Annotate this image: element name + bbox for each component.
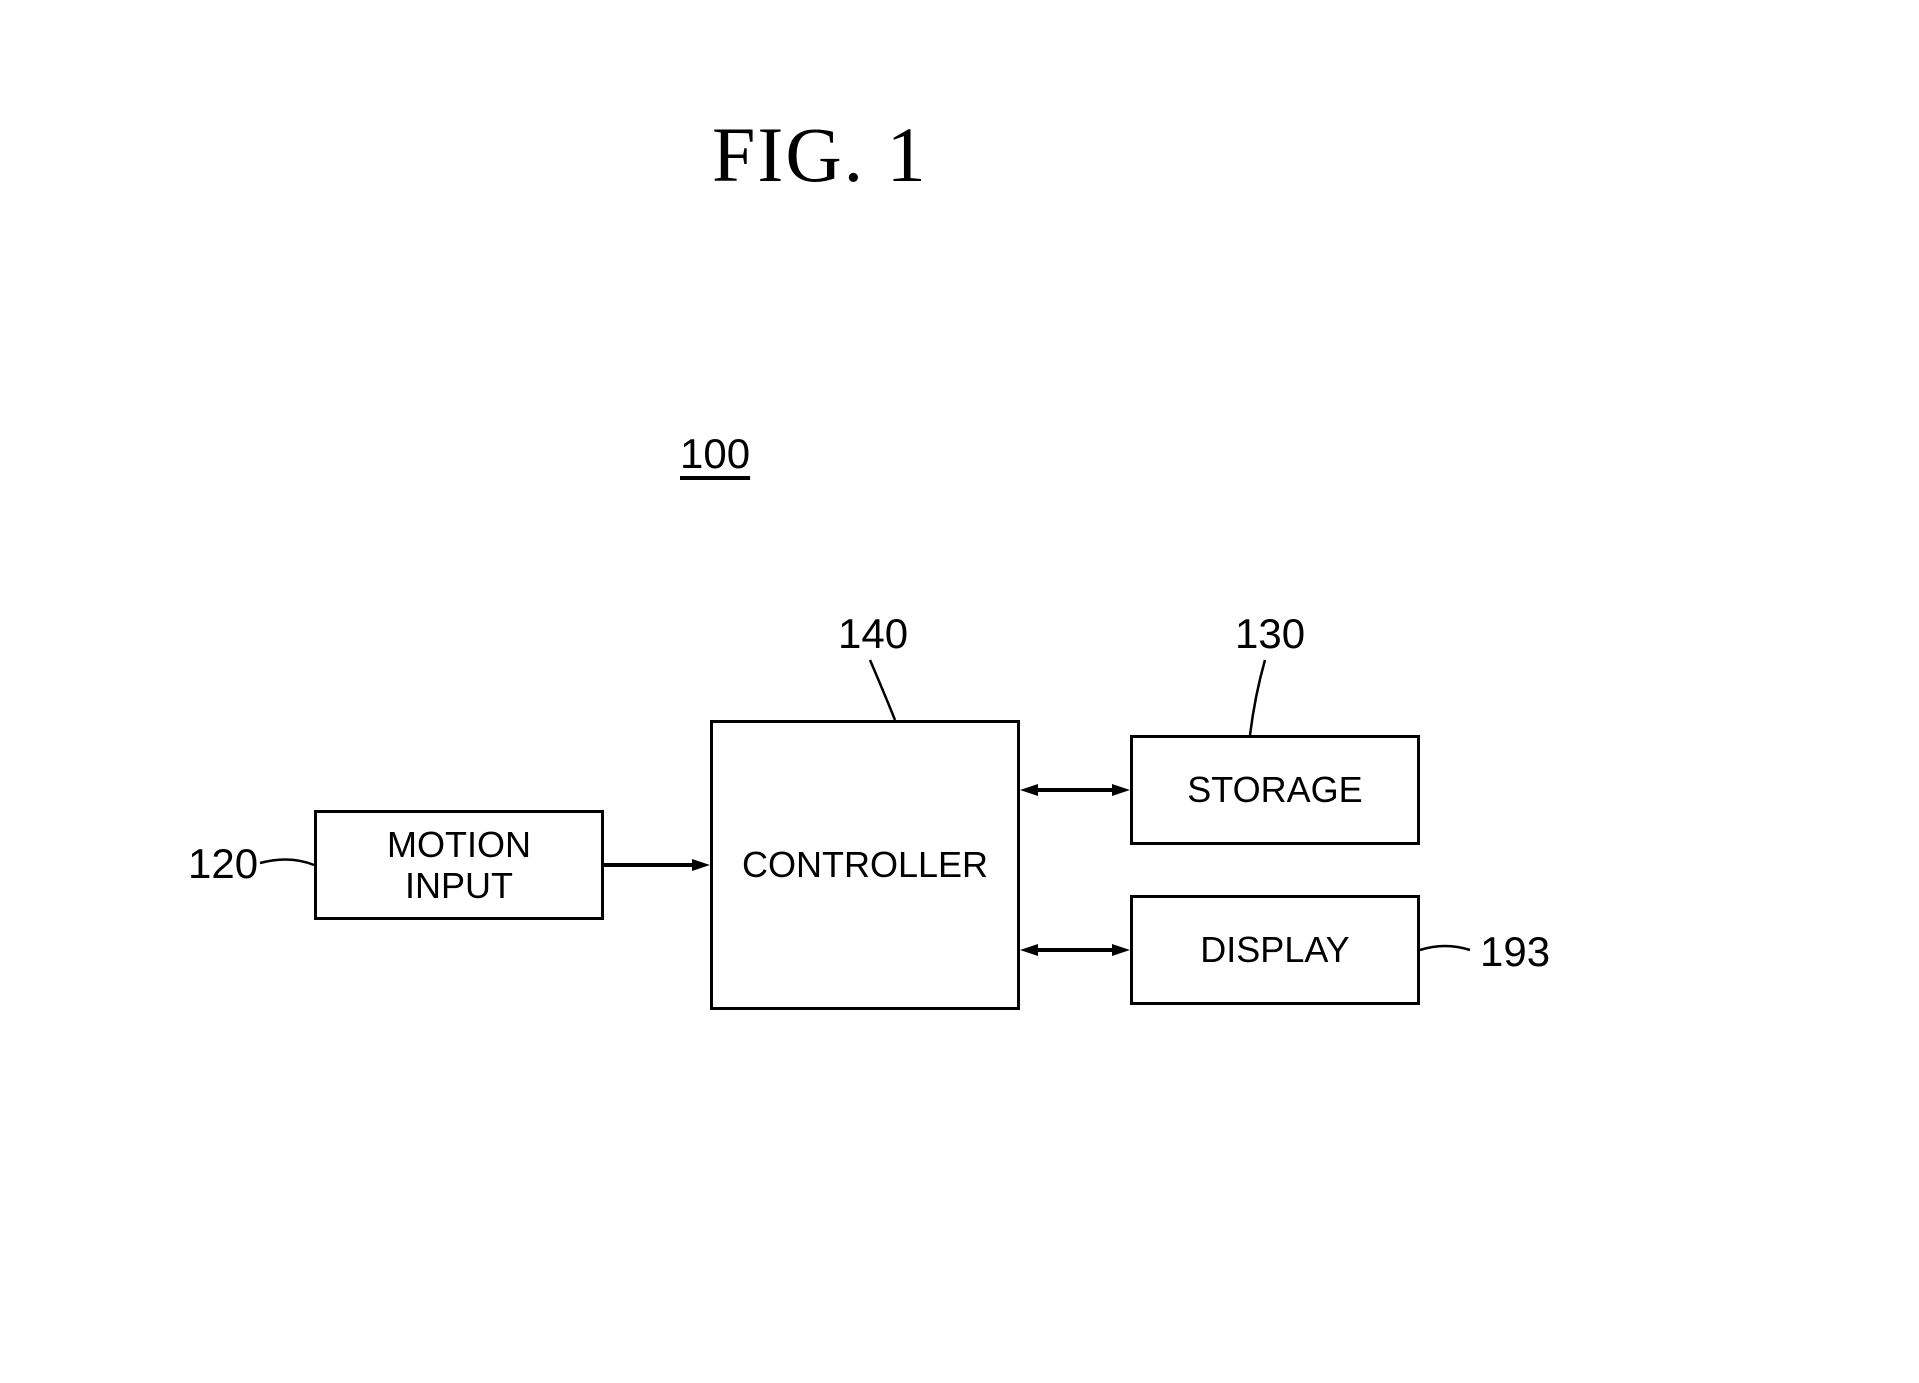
storage-label: STORAGE [1187, 769, 1362, 810]
system-ref-label: 100 [680, 430, 750, 478]
display-box: DISPLAY [1130, 895, 1420, 1005]
motion-input-label: MOTIONINPUT [387, 824, 531, 907]
controller-label: CONTROLLER [742, 844, 988, 885]
storage-ref: 130 [1235, 610, 1305, 658]
motion-input-box: MOTIONINPUT [314, 810, 604, 920]
diagram-svg [0, 0, 1919, 1383]
motion-input-ref: 120 [188, 840, 258, 888]
figure-title: FIG. 1 [712, 110, 928, 200]
display-label: DISPLAY [1200, 929, 1349, 970]
display-ref: 193 [1480, 928, 1550, 976]
storage-box: STORAGE [1130, 735, 1420, 845]
controller-ref: 140 [838, 610, 908, 658]
controller-box: CONTROLLER [710, 720, 1020, 1010]
